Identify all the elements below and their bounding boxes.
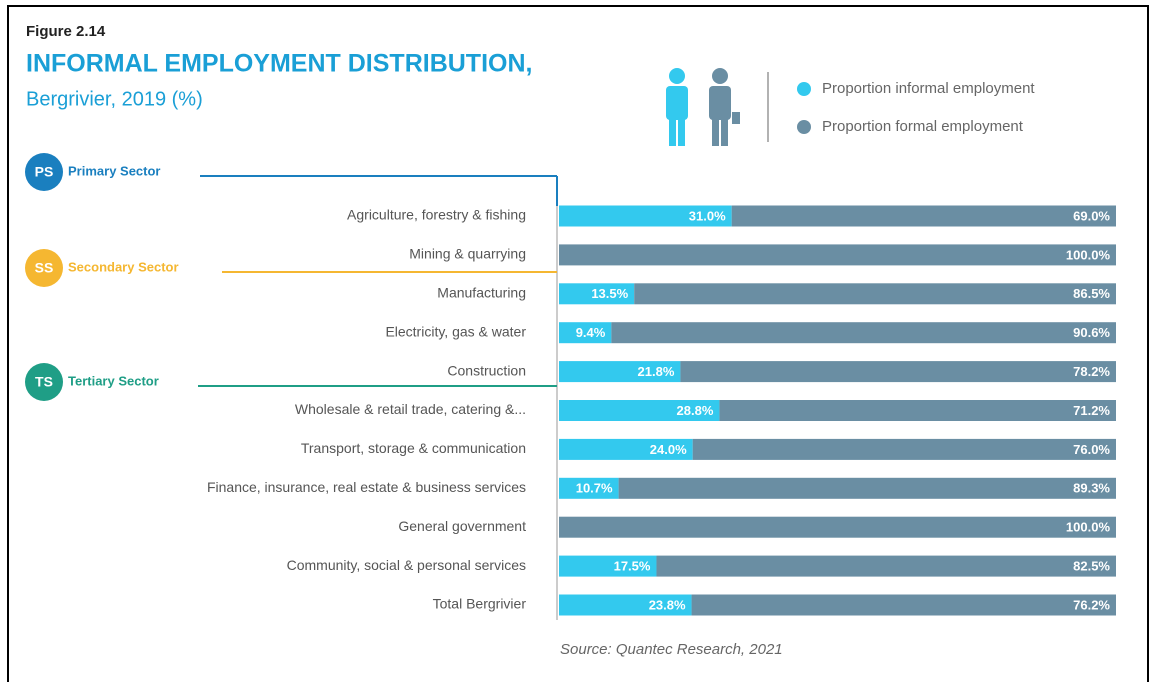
value-label: 21.8% [638, 364, 675, 379]
sector-name: Tertiary Sector [68, 373, 159, 388]
bar-segment [559, 283, 635, 305]
people-icon [666, 68, 740, 146]
bar-segment [559, 438, 693, 460]
bar-segment [559, 361, 681, 383]
value-label: 17.5% [614, 559, 651, 574]
bar-segment [656, 555, 1116, 577]
value-label: 10.7% [576, 481, 613, 496]
sector-badge [25, 363, 63, 401]
bar-segment [559, 400, 720, 421]
bar-segment [559, 244, 1116, 266]
chart-title: INFORMAL EMPLOYMENT DISTRIBUTION, [26, 50, 532, 78]
value-label: 100.0% [1066, 520, 1111, 535]
y-tick-label: Agriculture, forestry & fishing [347, 207, 526, 223]
value-label: 13.5% [591, 286, 628, 301]
bar-segment [731, 205, 1116, 227]
bar-segment [634, 283, 1116, 305]
y-tick-label: Manufacturing [437, 285, 526, 301]
value-label: 78.2% [1073, 364, 1110, 379]
bar-segment [691, 594, 1116, 616]
value-label: 31.0% [689, 208, 726, 223]
y-tick-label: Electricity, gas & water [385, 323, 526, 339]
y-tick-label: General government [398, 518, 526, 534]
sector-badge [25, 249, 63, 287]
legend-swatch [797, 120, 811, 134]
legend-label: Proportion formal employment [822, 118, 1024, 135]
y-tick-label: Finance, insurance, real estate & busine… [207, 479, 526, 495]
bar-segment [692, 438, 1116, 460]
figure-label: Figure 2.14 [26, 23, 106, 40]
y-tick-label: Total Bergrivier [433, 596, 527, 612]
value-label: 89.3% [1073, 481, 1110, 496]
y-tick-label: Mining & quarrying [409, 246, 526, 262]
value-label: 100.0% [1066, 247, 1111, 262]
value-label: 71.2% [1073, 403, 1110, 418]
value-label: 28.8% [677, 403, 714, 418]
bar-segment [618, 477, 1116, 499]
bar-segment [611, 322, 1116, 344]
bar-segment [559, 477, 619, 499]
chart-subtitle: Bergrivier, 2019 (%) [26, 88, 203, 110]
source-note: Source: Quantec Research, 2021 [560, 641, 783, 658]
value-label: 86.5% [1073, 286, 1110, 301]
value-label: 76.2% [1073, 597, 1110, 612]
sector-abbr: PS [35, 164, 54, 180]
sector-name: Primary Sector [68, 163, 161, 178]
sector-badge [25, 153, 63, 191]
bar-segment [680, 361, 1116, 383]
bar-segment [559, 555, 657, 577]
bar-segment [719, 400, 1116, 421]
frame [7, 5, 1149, 682]
value-label: 82.5% [1073, 559, 1110, 574]
sector-abbr: SS [35, 260, 54, 276]
bar-segment [559, 205, 732, 227]
y-tick-label: Transport, storage & communication [301, 440, 526, 456]
value-label: 24.0% [650, 442, 687, 457]
value-label: 23.8% [649, 597, 686, 612]
value-label: 69.0% [1073, 208, 1110, 223]
y-tick-label: Wholesale & retail trade, catering &... [295, 401, 526, 417]
legend-label: Proportion informal employment [822, 80, 1035, 97]
value-label: 90.6% [1073, 325, 1110, 340]
legend-swatch [797, 82, 811, 96]
value-label: 9.4% [576, 325, 606, 340]
y-tick-label: Construction [447, 362, 526, 378]
y-tick-label: Community, social & personal services [287, 557, 526, 573]
value-label: 76.0% [1073, 442, 1110, 457]
bar-segment [559, 322, 612, 344]
sector-name: Secondary Sector [68, 259, 179, 274]
bar-segment [559, 594, 692, 616]
sector-abbr: TS [35, 374, 53, 390]
bar-segment [559, 516, 1116, 538]
